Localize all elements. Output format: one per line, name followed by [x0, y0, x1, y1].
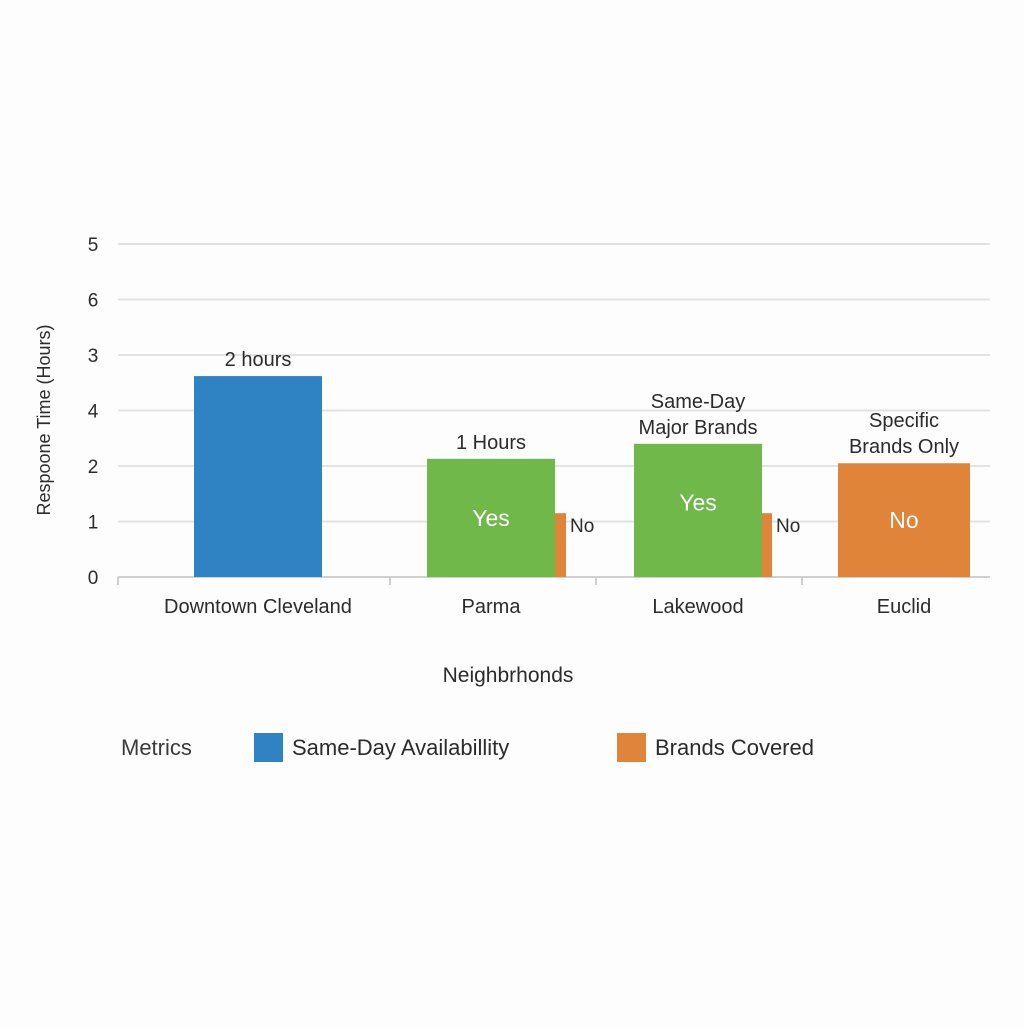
- x-tick-label: Parma: [462, 596, 522, 618]
- bar-side-label: No: [570, 516, 594, 537]
- data-label: Specific: [869, 410, 939, 432]
- y-tick-label: 1: [88, 513, 99, 534]
- legend-title: Metrics: [121, 735, 192, 760]
- bar-side-label: No: [776, 516, 800, 537]
- data-label: Same-Day: [651, 391, 745, 413]
- bar: [194, 376, 322, 577]
- y-tick-label: 0: [88, 568, 99, 589]
- bar-inner-label: Yes: [679, 489, 717, 515]
- y-tick-label: 4: [88, 402, 99, 423]
- data-label: 2 hours: [225, 349, 292, 371]
- legend-swatch: [254, 733, 283, 762]
- y-tick-label: 3: [88, 346, 99, 367]
- legend-label: Same-Day Availabillity: [292, 735, 509, 760]
- bar-inner-label: Yes: [472, 505, 510, 531]
- x-tick-label: Lakewood: [652, 596, 743, 618]
- y-axis-label: Respoone Time (Hours): [34, 324, 54, 515]
- bar: [762, 513, 772, 577]
- x-axis-label: Neighbrhonds: [443, 664, 574, 687]
- x-tick-label: Euclid: [877, 596, 931, 618]
- bar: [555, 513, 566, 577]
- y-tick-label: 2: [88, 457, 99, 478]
- legend-label: Brands Covered: [655, 735, 814, 760]
- bar-inner-label: No: [889, 507, 918, 533]
- x-tick-label: Downtown Cleveland: [164, 596, 352, 618]
- bar: [634, 443, 762, 577]
- bar: [427, 458, 555, 577]
- y-tick-label: 5: [88, 235, 99, 256]
- bar: [838, 463, 970, 577]
- data-label: 1 Hours: [456, 432, 526, 454]
- data-label: Major Brands: [639, 417, 758, 439]
- legend-swatch: [617, 733, 646, 762]
- data-label: Brands Only: [849, 436, 959, 458]
- y-tick-label: 6: [88, 291, 99, 312]
